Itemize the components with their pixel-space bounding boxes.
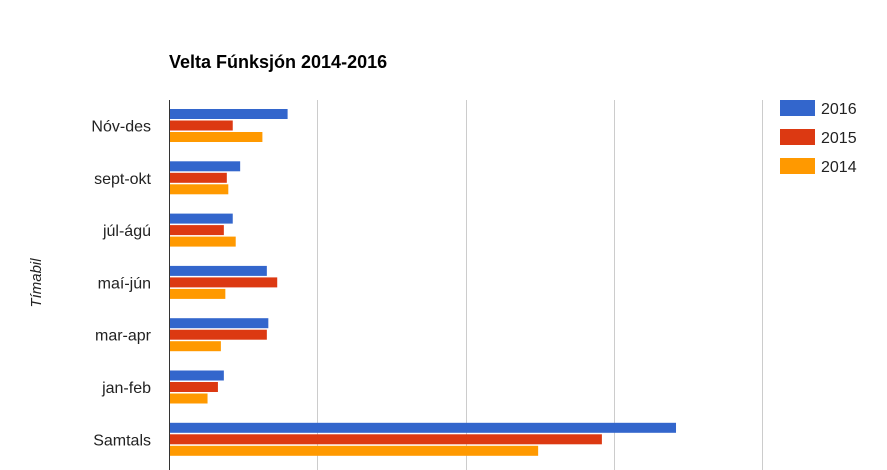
bar-2014-3 (169, 288, 226, 299)
bar-2014-1 (169, 184, 229, 195)
category-label: Nóv-des (91, 119, 151, 136)
bar-2014-6 (169, 445, 539, 456)
legend-swatch-2016 (780, 100, 815, 116)
gridlines (317, 100, 763, 470)
category-label: sept-okt (94, 171, 151, 188)
legend-label-2015: 2015 (821, 130, 857, 147)
bar-2016-0 (169, 109, 288, 119)
bar-2015-5 (169, 382, 218, 392)
bar-2016-6 (169, 422, 677, 433)
category-labels: Nóv-des sept-okt júl-ágú maí-jún mar-apr jan-… (91, 119, 151, 450)
legend-label-2014: 2014 (821, 159, 857, 176)
bar-2014-2 (169, 236, 236, 247)
category-label: Samtals (93, 432, 151, 449)
bar-2015-4 (169, 329, 267, 340)
legend: 2016 2015 2014 (780, 100, 857, 176)
category-label: maí-jún (98, 275, 151, 292)
category-label: jan-feb (101, 380, 151, 397)
category-label: júl-ágú (102, 223, 151, 240)
bar-2014-5 (169, 393, 208, 404)
bar-2014-0 (169, 132, 263, 142)
bar-2016-5 (169, 370, 224, 381)
category-label: mar-apr (95, 328, 152, 345)
bar-2016-2 (169, 213, 233, 224)
bar-2015-3 (169, 277, 278, 288)
legend-swatch-2015 (780, 129, 815, 145)
bar-2015-6 (169, 434, 602, 445)
bar-2016-3 (169, 265, 267, 276)
legend-label-2016: 2016 (821, 101, 857, 118)
bar-2014-4 (169, 341, 221, 352)
bar-2015-0 (169, 120, 233, 131)
bar-2016-4 (169, 318, 269, 329)
bar-2015-2 (169, 225, 224, 236)
bar-2015-1 (169, 172, 227, 183)
y-axis-title: Tímabil (28, 258, 45, 308)
chart-title: Velta Fúnksjón 2014-2016 (169, 52, 387, 72)
legend-swatch-2014 (780, 158, 815, 174)
bars (169, 109, 677, 456)
bar-2016-1 (169, 161, 241, 172)
